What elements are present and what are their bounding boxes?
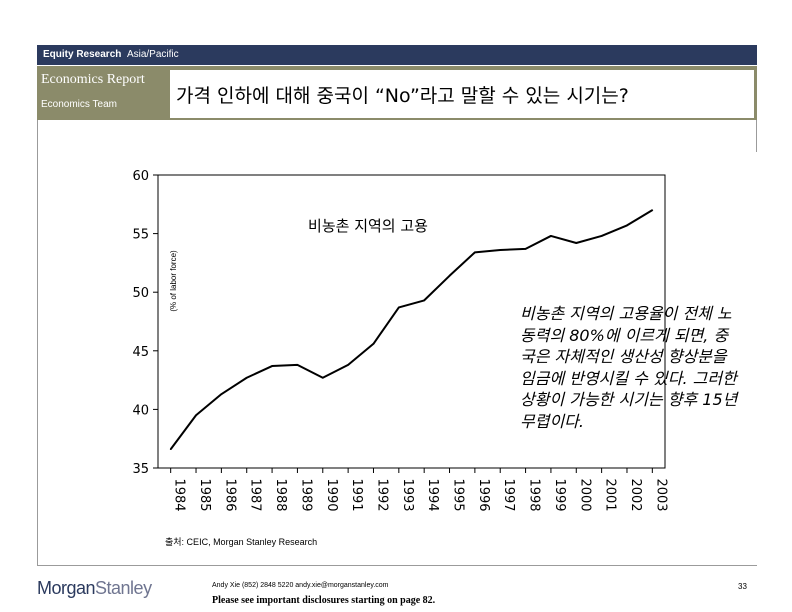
x-tick-label: 1999 [552,478,567,511]
data-point [245,376,248,379]
data-point [195,414,197,417]
x-tick-label: 2003 [653,478,668,511]
page-title: 가격 인하에 대해 중국이 “No”라고 말할 수 있는 시기는? [176,85,629,107]
data-point [474,251,476,254]
series-line [169,209,653,450]
frame-right [756,120,757,152]
data-point [296,364,299,366]
data-point [651,209,654,211]
x-tick-label: 2001 [603,478,618,511]
data-point [321,376,324,379]
data-point [423,299,425,302]
data-point [600,235,603,237]
author-contact: Andy Xie (852) 2848 5220 andy.xie@morgan… [212,582,389,589]
x-tick-label: 1997 [501,478,516,511]
x-tick-label: 1995 [451,478,466,511]
data-point [372,342,375,345]
data-point [398,306,400,309]
data-point [169,448,172,451]
data-point [499,249,502,251]
y-tick-label: 55 [132,228,149,243]
chart-annotation: 비농촌 지역의 고용율이 전체 노동력의 80%에 이르게 되면, 중국은 자체… [520,304,738,431]
header-dept: Equity Research Asia/Pacific [43,49,179,60]
report-type: Economics Report [41,72,145,87]
y-tick-label: 50 [132,286,149,301]
x-tick-label: 1991 [349,478,364,511]
y-tick-label: 60 [132,169,149,184]
morgan-stanley-logo: MorganStanley [37,578,152,598]
data-point [271,365,273,367]
disclosure-note: Please see important disclosures startin… [212,595,436,606]
x-tick-label: 1990 [324,478,339,511]
frame-left [37,120,38,565]
data-point [550,235,552,237]
x-tick-label: 1998 [527,478,542,511]
header-bar: Equity Research Asia/Pacific [37,45,757,65]
plot-area [157,174,666,469]
frame-bottom [37,565,757,566]
report-label-box: Economics Report Economics Team [37,66,165,120]
y-axis-label: (% of labor force) [169,250,178,312]
y-tick-label: 35 [132,462,149,477]
x-tick-label: 1989 [298,478,313,511]
x-tick-label: 1992 [374,478,389,511]
data-point [220,393,223,395]
team-name: Economics Team [41,99,117,110]
y-tick-label: 40 [132,403,149,418]
data-point [575,242,578,244]
data-point [524,248,527,250]
x-tick-label: 1986 [222,478,237,511]
source-note: 출처: CEIC, Morgan Stanley Research [165,537,318,547]
y-tick-label: 45 [132,345,149,360]
chart-title: 비농촌 지역의 고용 [308,217,428,235]
page-number: 33 [738,582,747,591]
x-tick-label: 1993 [400,478,415,511]
x-tick-label: 1988 [273,478,288,511]
title-box: 가격 인하에 대해 중국이 “No”라고 말할 수 있는 시기는? [170,70,754,118]
data-point [448,274,451,277]
x-tick-label: 2002 [628,478,643,511]
x-tick-label: 2000 [577,478,592,511]
x-tick-label: 1987 [248,478,263,511]
x-tick-label: 1985 [197,478,212,511]
x-tick-label: 1984 [172,478,187,511]
data-point [347,364,349,366]
data-point [626,224,628,227]
x-tick-label: 1996 [476,478,491,511]
x-tick-label: 1994 [425,478,440,511]
